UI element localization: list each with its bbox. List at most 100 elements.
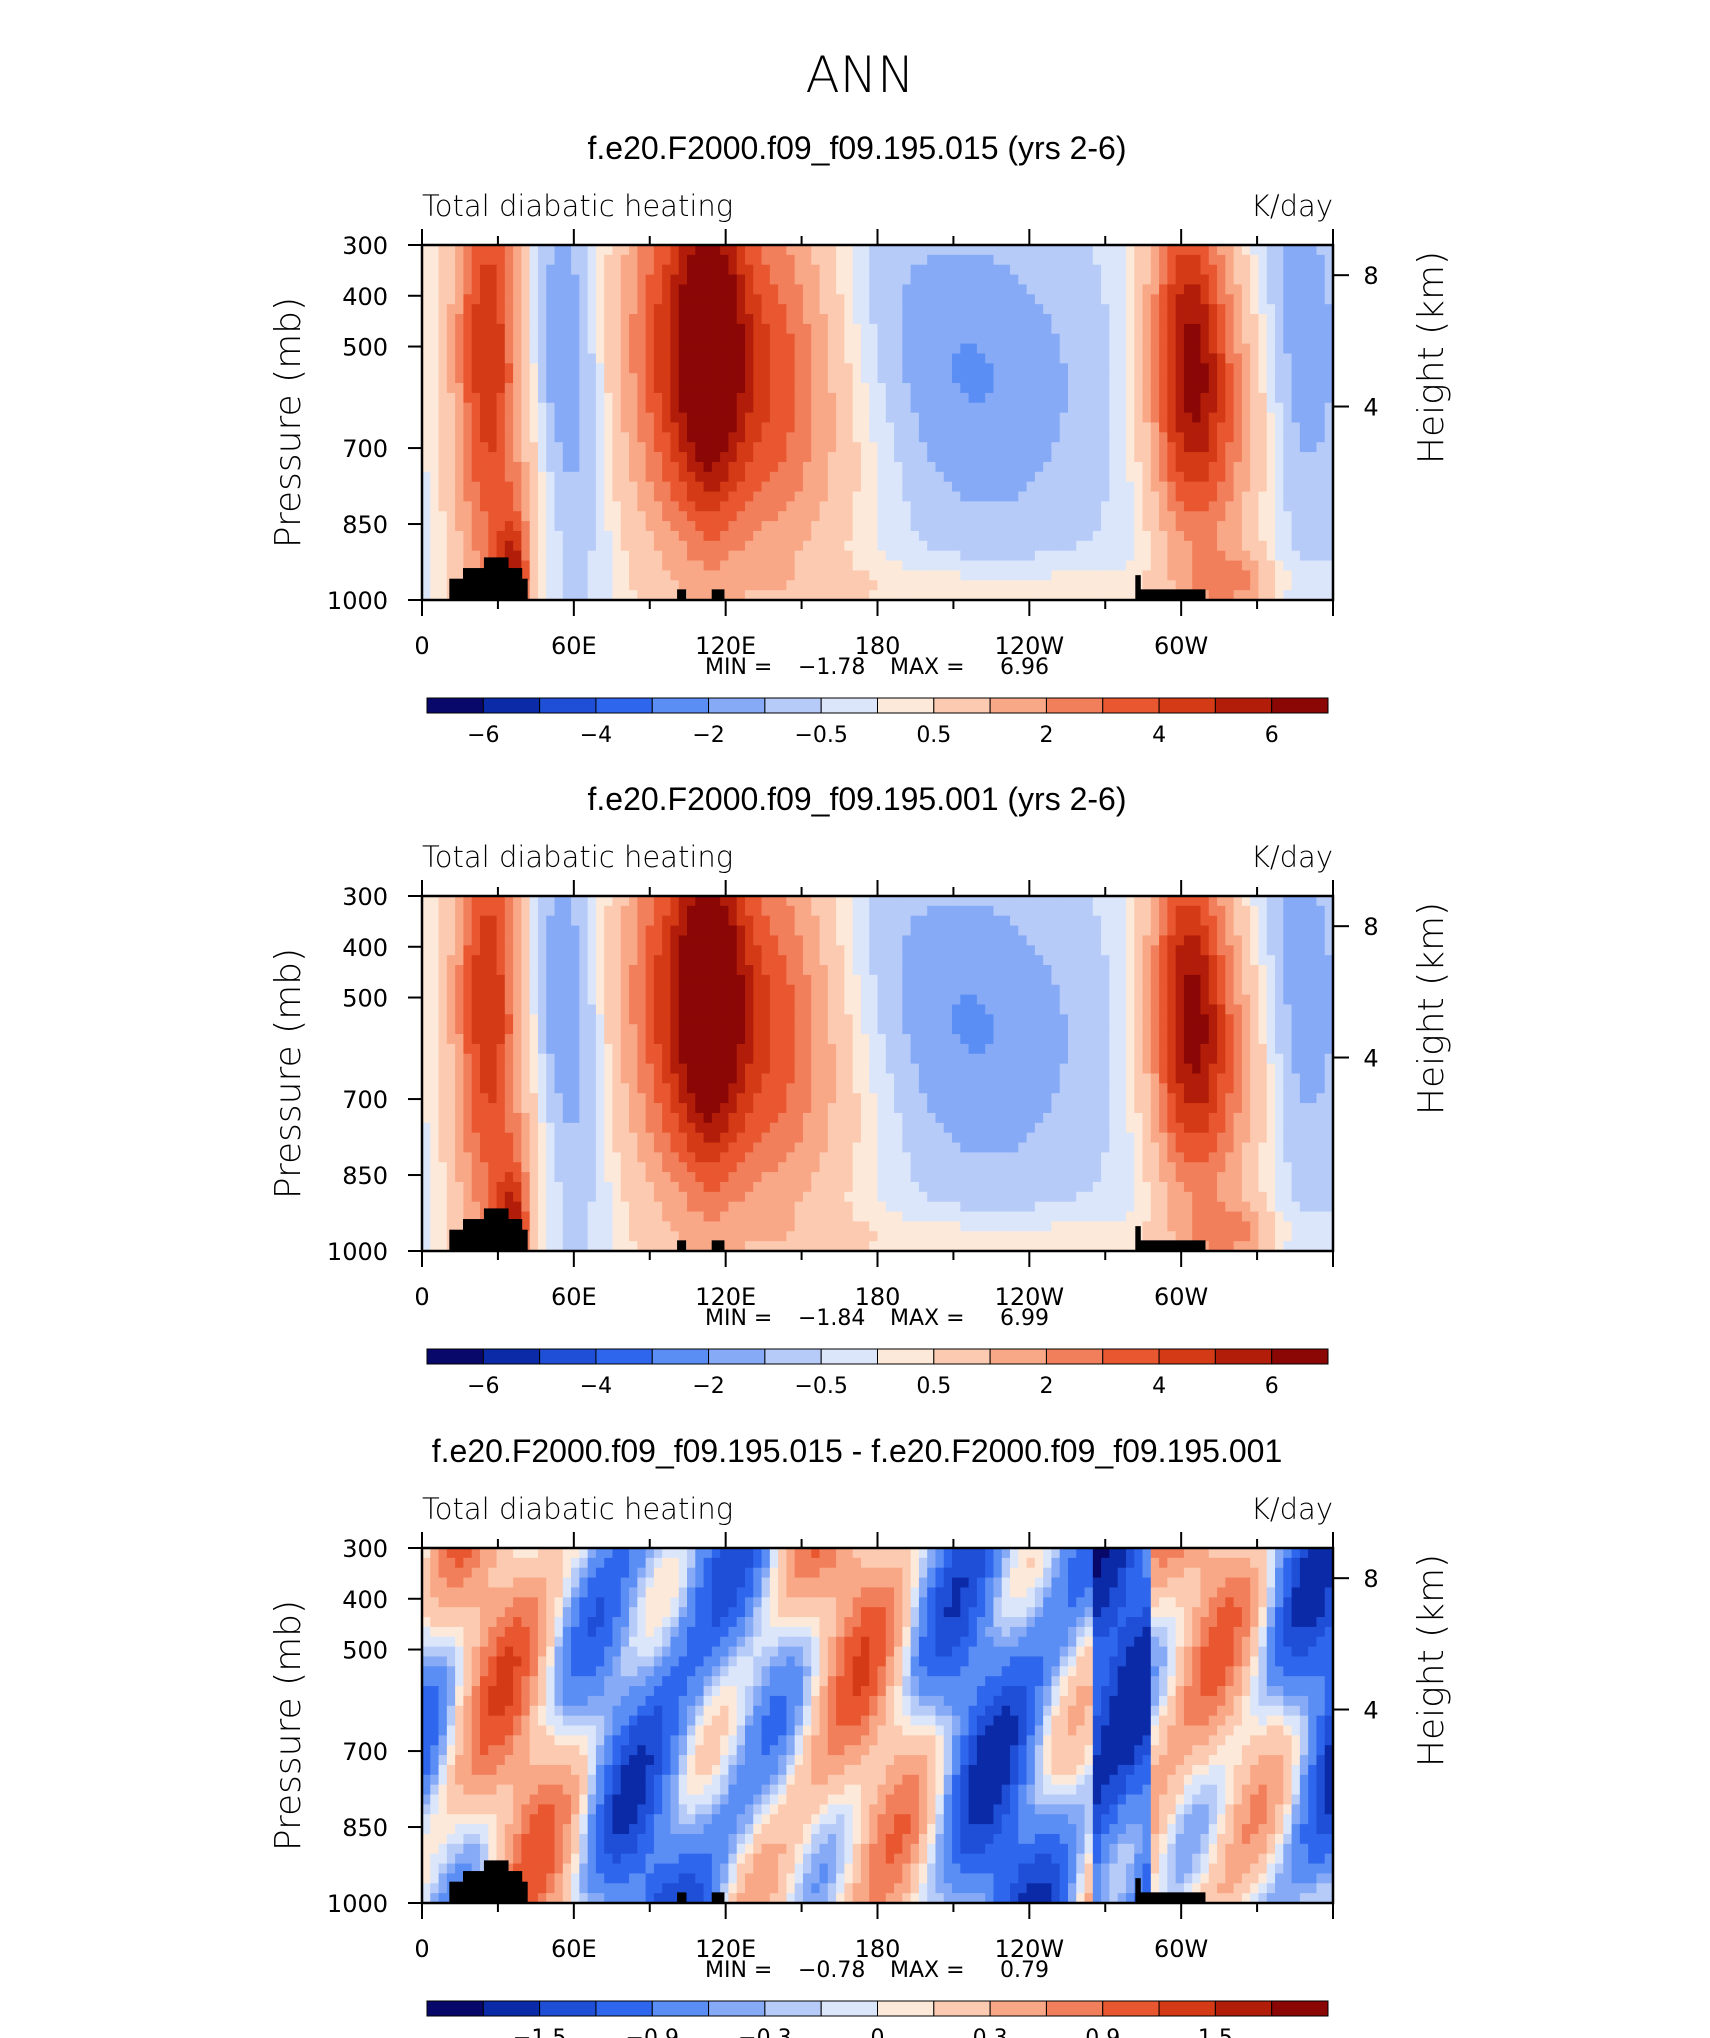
- contour-cell: [1125, 965, 1135, 976]
- contour-cell: [488, 254, 498, 266]
- contour-cell: [637, 314, 647, 325]
- contour-cell: [488, 915, 498, 927]
- contour-cell: [504, 471, 514, 483]
- contour-cell: [1167, 373, 1177, 384]
- contour-cell: [546, 422, 556, 433]
- contour-cell: [1076, 501, 1086, 512]
- contour-cell: [695, 491, 705, 502]
- contour-cell: [1159, 343, 1168, 355]
- contour-cell: [993, 245, 1003, 256]
- contour-cell: [604, 935, 614, 946]
- contour-cell: [1258, 412, 1268, 424]
- contour-cell: [869, 314, 879, 325]
- contour-cell: [537, 284, 547, 295]
- contour-cell: [769, 432, 779, 443]
- contour-cell: [1059, 333, 1069, 345]
- contour-cell: [927, 915, 937, 927]
- contour-cell: [769, 353, 779, 364]
- contour-cell: [579, 501, 589, 512]
- contour-cell: [1117, 402, 1127, 414]
- contour-cell: [1217, 530, 1226, 542]
- contour-cell: [960, 570, 970, 581]
- contour-cell: [827, 915, 837, 927]
- contour-cell: [455, 491, 465, 502]
- contour-cell: [728, 373, 738, 384]
- contour-cell: [1101, 530, 1110, 542]
- contour-cell: [744, 392, 754, 404]
- contour-cell: [1208, 392, 1218, 404]
- contour-cell: [1150, 343, 1160, 355]
- contour-cell: [802, 432, 812, 443]
- contour-cell: [894, 392, 903, 404]
- contour-cell: [595, 491, 605, 502]
- contour-cell: [1142, 905, 1152, 917]
- contour-cell: [463, 422, 473, 433]
- contour-cell: [1010, 501, 1019, 512]
- contour-cell: [711, 442, 721, 453]
- contour-cell: [844, 442, 854, 453]
- contour-cell: [885, 471, 895, 483]
- contour-cell: [935, 274, 945, 286]
- contour-cell: [496, 540, 506, 552]
- contour-cell: [761, 560, 771, 572]
- contour-cell: [479, 491, 489, 502]
- contour-cell: [695, 442, 705, 453]
- contour-cell: [1208, 343, 1218, 355]
- contour-cell: [562, 363, 572, 374]
- contour-cell: [1283, 955, 1293, 966]
- contour-cell: [1225, 422, 1235, 433]
- contour-cell: [513, 915, 522, 927]
- contour-cell: [1117, 560, 1127, 572]
- contour-cell: [943, 274, 953, 286]
- contour-cell: [1067, 925, 1077, 937]
- contour-cell: [935, 284, 945, 295]
- contour-cell: [860, 974, 870, 986]
- contour-cell: [728, 432, 738, 443]
- contour-cell: [802, 905, 812, 917]
- contour-cell: [529, 471, 539, 483]
- contour-cell: [728, 363, 738, 374]
- contour-cell: [819, 540, 829, 552]
- contour-cell: [595, 461, 605, 473]
- contour-cell: [695, 481, 705, 493]
- contour-cell: [1183, 304, 1193, 315]
- contour-cell: [852, 432, 862, 443]
- contour-cell: [860, 896, 870, 907]
- colorbar-label: −2: [692, 723, 724, 748]
- contour-cell: [811, 304, 821, 315]
- contour-cell: [1225, 343, 1235, 355]
- contour-cell: [1208, 452, 1218, 463]
- contour-cell: [703, 412, 713, 424]
- contour-cell: [521, 491, 531, 502]
- contour-cell: [521, 442, 531, 453]
- contour-cell: [1125, 412, 1135, 424]
- contour-cell: [1076, 402, 1086, 414]
- contour-cell: [1134, 314, 1144, 325]
- contour-cell: [554, 540, 564, 552]
- contour-cell: [894, 955, 903, 966]
- contour-cell: [844, 540, 854, 552]
- contour-cell: [794, 965, 804, 976]
- contour-cell: [1092, 955, 1102, 966]
- contour-cell: [430, 530, 440, 542]
- contour-cell: [778, 461, 787, 473]
- contour-cell: [885, 264, 895, 276]
- contour-cell: [720, 481, 730, 493]
- contour-cell: [1159, 274, 1168, 286]
- contour-cell: [703, 304, 713, 315]
- contour-cell: [728, 965, 738, 976]
- contour-cell: [529, 323, 539, 335]
- contour-cell: [1150, 422, 1160, 433]
- contour-cell: [728, 590, 738, 601]
- contour-cell: [852, 945, 862, 956]
- contour-cell: [952, 896, 961, 907]
- contour-cell: [1109, 550, 1119, 562]
- contour-cell: [662, 550, 672, 562]
- contour-cell: [1241, 530, 1251, 542]
- contour-cell: [1175, 353, 1185, 364]
- contour-cell: [571, 323, 580, 335]
- contour-cell: [1084, 264, 1094, 276]
- contour-cell: [438, 905, 448, 917]
- contour-cell: [1125, 925, 1135, 937]
- contour-cell: [869, 590, 879, 601]
